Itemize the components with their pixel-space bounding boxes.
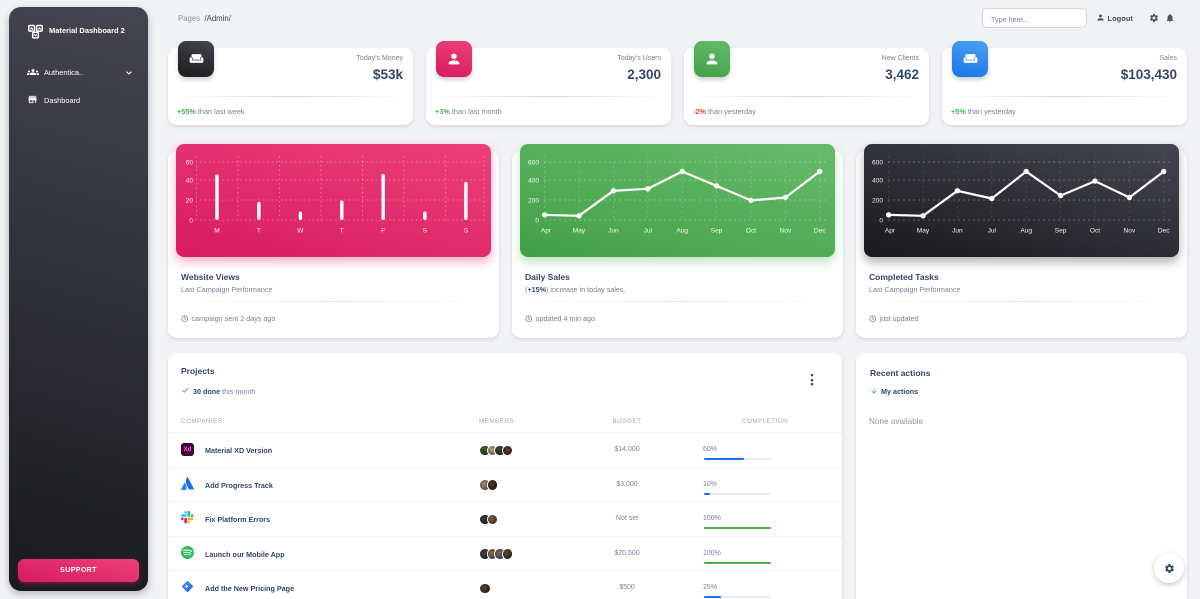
svg-text:200: 200 (528, 197, 539, 204)
svg-text:400: 400 (872, 177, 883, 184)
svg-text:0: 0 (879, 217, 883, 224)
svg-text:Sep: Sep (1055, 227, 1067, 234)
svg-text:Apr: Apr (885, 227, 896, 234)
svg-text:S: S (464, 227, 469, 234)
svg-text:0: 0 (535, 217, 539, 224)
svg-text:60: 60 (186, 159, 194, 166)
svg-text:T: T (257, 227, 261, 234)
svg-text:Apr: Apr (541, 227, 552, 234)
svg-text:20: 20 (186, 197, 194, 204)
svg-text:Aug: Aug (676, 227, 688, 234)
svg-text:Oct: Oct (746, 227, 756, 234)
svg-text:Jul: Jul (644, 227, 653, 234)
svg-text:F: F (381, 227, 385, 234)
svg-text:Nov: Nov (780, 227, 792, 234)
svg-text:Nov: Nov (1124, 227, 1136, 234)
svg-text:400: 400 (528, 177, 539, 184)
svg-text:40: 40 (186, 177, 194, 184)
svg-text:Dec: Dec (1158, 227, 1170, 234)
svg-text:W: W (297, 227, 304, 234)
svg-text:Dec: Dec (814, 227, 826, 234)
svg-text:Aug: Aug (1020, 227, 1032, 234)
svg-text:Jun: Jun (608, 227, 619, 234)
svg-text:Jul: Jul (988, 227, 997, 234)
svg-text:Jun: Jun (952, 227, 963, 234)
svg-text:600: 600 (528, 159, 539, 166)
svg-text:S: S (423, 227, 428, 234)
svg-text:May: May (917, 227, 930, 234)
svg-text:T: T (340, 227, 344, 234)
svg-text:May: May (573, 227, 586, 234)
svg-text:M: M (214, 227, 220, 234)
svg-text:200: 200 (872, 197, 883, 204)
svg-text:0: 0 (189, 217, 193, 224)
svg-text:Oct: Oct (1090, 227, 1100, 234)
svg-text:Sep: Sep (711, 227, 723, 234)
svg-text:600: 600 (872, 159, 883, 166)
